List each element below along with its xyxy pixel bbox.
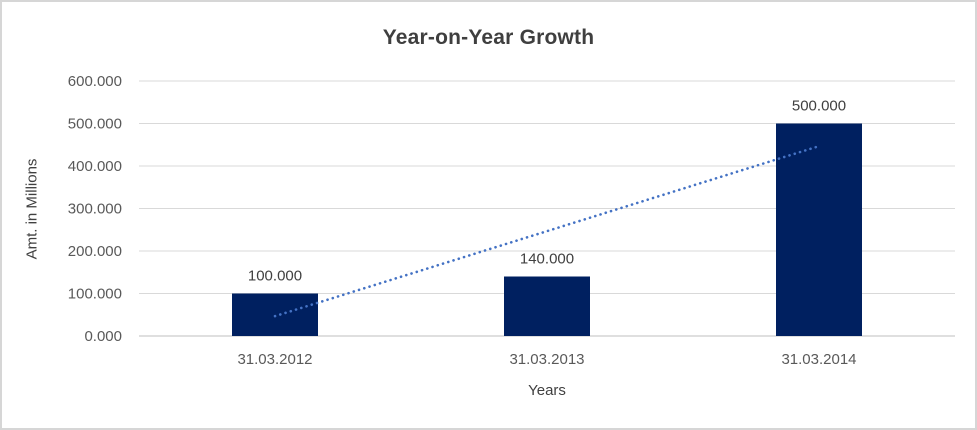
- chart-title: Year-on-Year Growth: [382, 26, 595, 49]
- y-tick-label: 600.000: [68, 73, 122, 90]
- bar-value-label: 500.000: [792, 98, 846, 115]
- y-tick-label: 300.000: [68, 201, 122, 218]
- y-tick-label: 500.000: [68, 116, 122, 133]
- trendline: [273, 144, 821, 318]
- y-tick-label: 0.000: [84, 328, 122, 345]
- bar-value-label: 140.000: [520, 251, 574, 268]
- y-tick-label: 100.000: [68, 286, 122, 303]
- bar: [232, 293, 318, 336]
- x-category-label: 31.03.2013: [509, 351, 584, 368]
- x-axis-title: Years: [528, 382, 566, 399]
- x-category-label: 31.03.2012: [237, 351, 312, 368]
- y-tick-label: 200.000: [68, 243, 122, 260]
- bar-value-label: 100.000: [248, 268, 302, 285]
- y-tick-label: 400.000: [68, 158, 122, 175]
- bar: [776, 123, 862, 336]
- bar: [504, 276, 590, 336]
- x-category-label: 31.03.2014: [781, 351, 856, 368]
